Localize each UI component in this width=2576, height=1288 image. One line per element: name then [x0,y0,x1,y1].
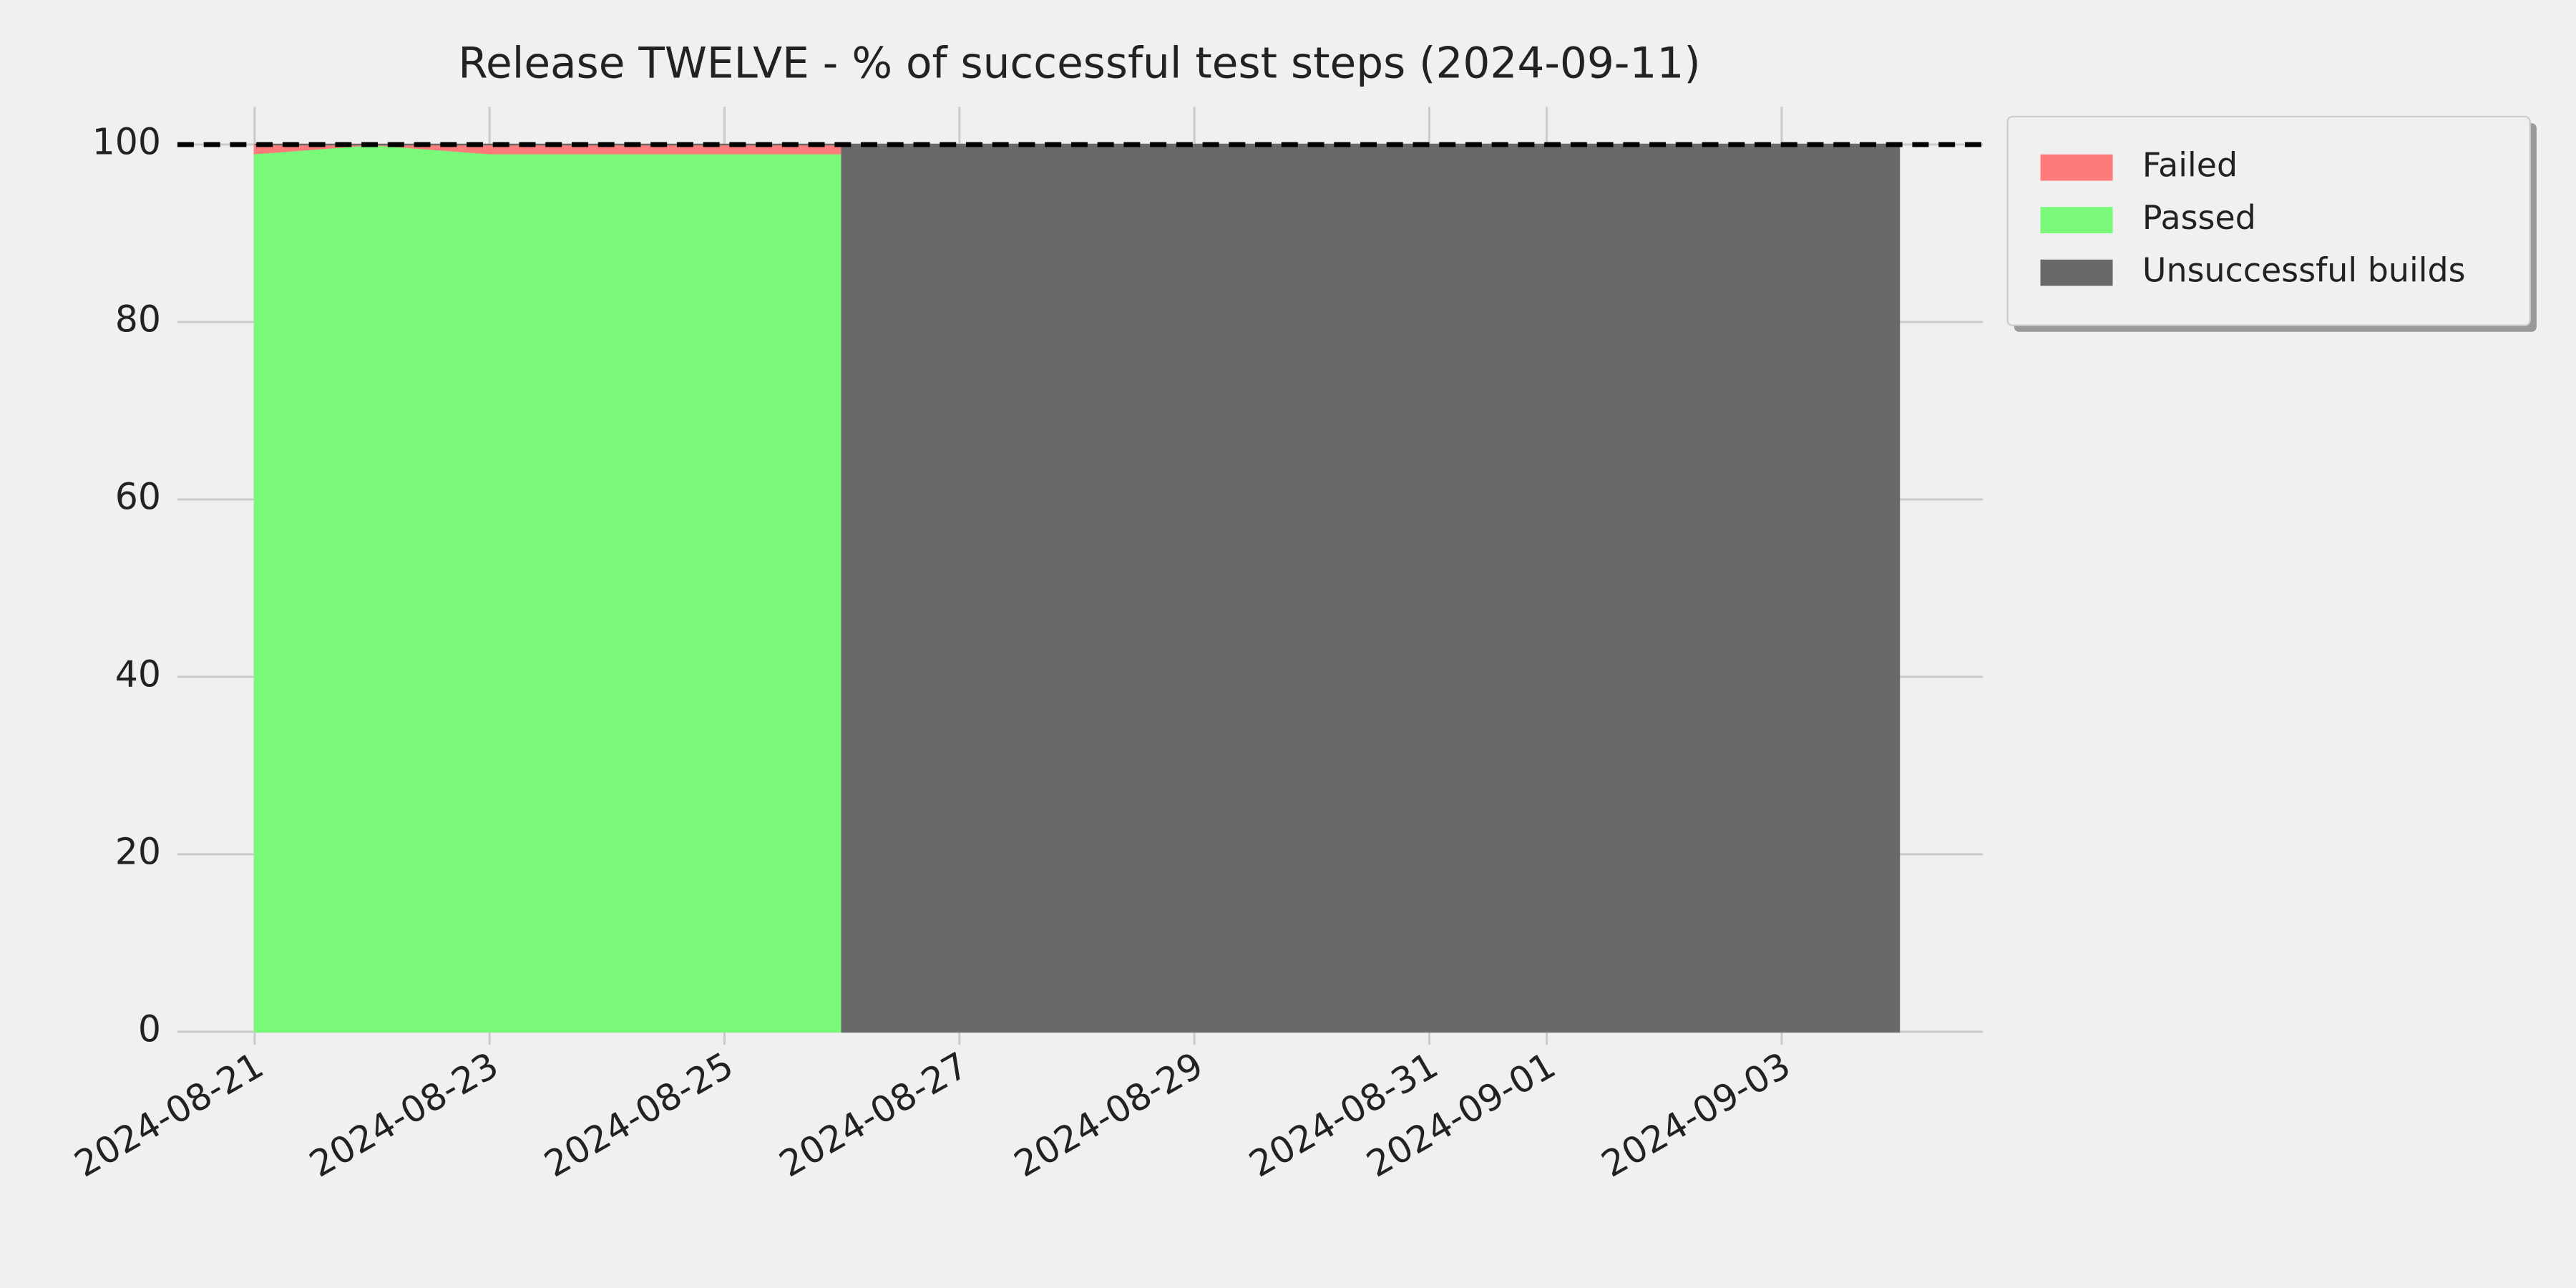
legend [2006,115,2531,326]
legend-label: Passed [2142,198,2256,237]
y-tick-label: 40 [115,653,161,695]
legend-swatch [2040,154,2113,181]
y-tick-label: 100 [92,121,161,163]
y-tick-label: 20 [115,830,161,872]
chart-title: Release TWELVE - % of successful test st… [458,39,1700,88]
y-tick-label: 80 [115,298,161,341]
y-tick-label: 60 [115,475,161,517]
legend-label: Unsuccessful builds [2142,251,2466,290]
y-tick-label: 0 [138,1008,161,1050]
legend-label: Failed [2142,146,2238,185]
legend-swatch [2040,259,2113,286]
legend-swatch [2040,207,2113,234]
